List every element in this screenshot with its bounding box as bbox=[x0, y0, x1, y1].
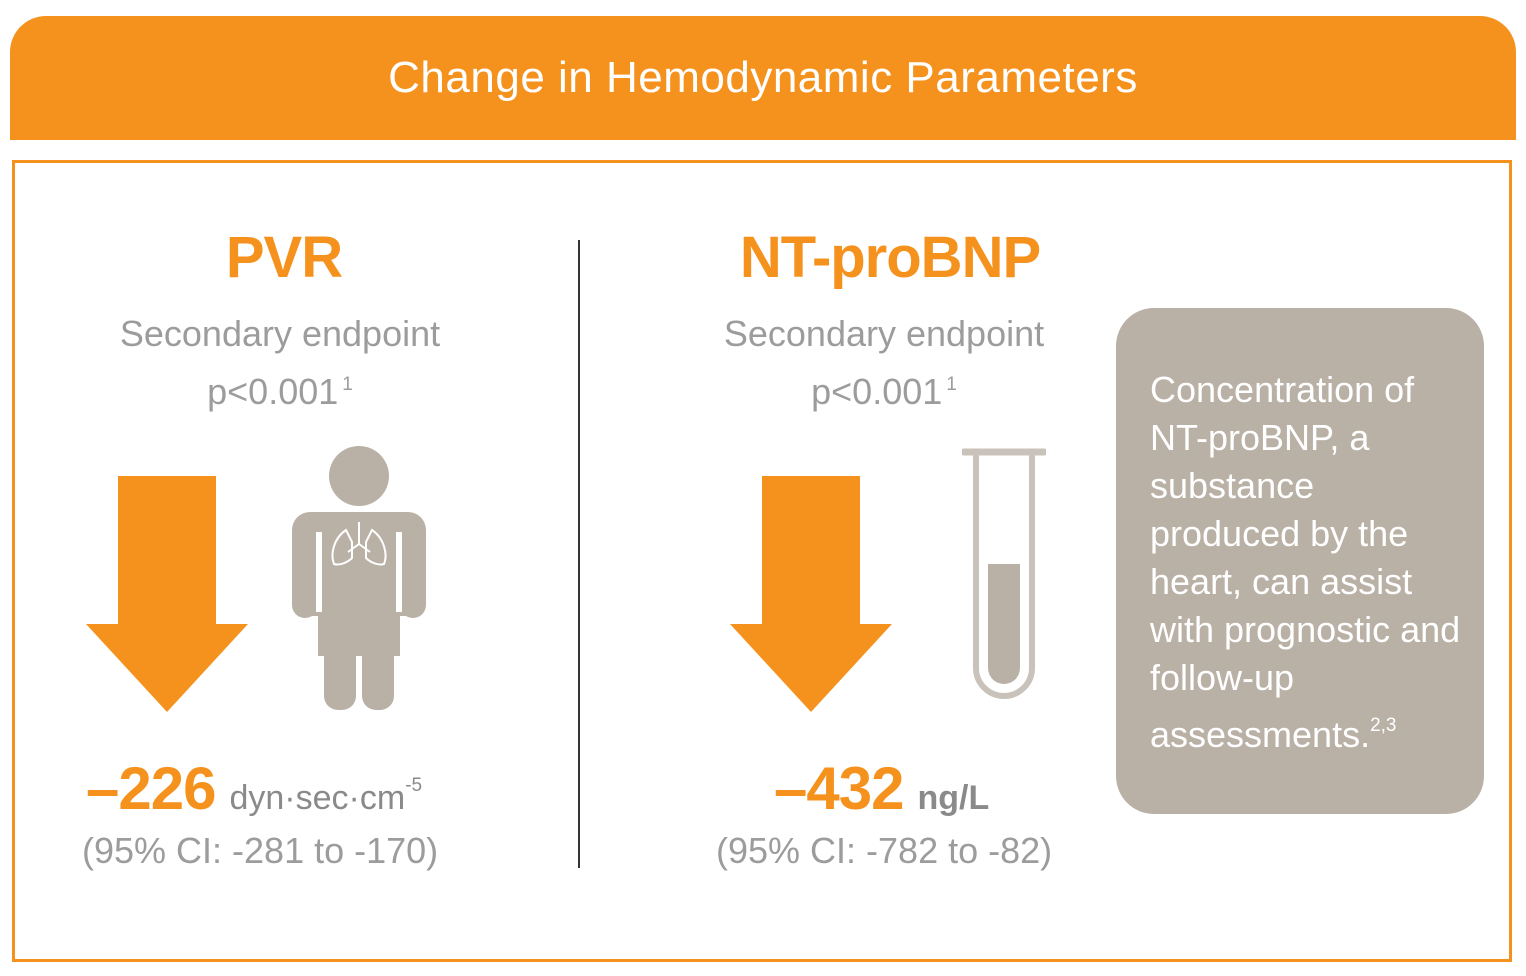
pvr-title: PVR bbox=[225, 225, 343, 290]
header-banner: Change in Hemodynamic Parameters bbox=[10, 16, 1516, 140]
test-tube-icon bbox=[962, 448, 1046, 699]
pvr-unit-exponent: -5 bbox=[405, 775, 423, 796]
pvr-ci: (95% CI: -281 to -170) bbox=[82, 830, 439, 871]
ntprobnp-unit: ng/L bbox=[917, 779, 990, 817]
ntprobnp-down-arrow-icon bbox=[730, 476, 892, 712]
pvr-unit: dyn·sec·cm-5 bbox=[229, 775, 422, 818]
ntprobnp-change-value: –432 bbox=[774, 755, 904, 822]
ntprobnp-pvalue-text: p<0.001 bbox=[811, 371, 943, 412]
pvr-pvalue-ref: 1 bbox=[342, 374, 353, 395]
pvr-change: –226 dyn·sec·cm-5 bbox=[86, 754, 422, 823]
ntprobnp-ci: (95% CI: -782 to -82) bbox=[716, 830, 1053, 871]
pvr-pvalue-text: p<0.001 bbox=[207, 371, 339, 412]
pvr-unit-text: dyn·sec·cm bbox=[229, 779, 406, 817]
ntprobnp-title: NT-proBNP bbox=[739, 225, 1041, 290]
pvr-endpoint: Secondary endpoint bbox=[119, 313, 441, 354]
page-title: Change in Hemodynamic Parameters bbox=[388, 53, 1138, 102]
ntprobnp-pvalue: p<0.001 1 bbox=[664, 361, 1104, 416]
pvr-pvalue: p<0.001 1 bbox=[60, 361, 500, 416]
ntprobnp-pvalue-ref: 1 bbox=[946, 374, 957, 395]
info-body: Concentration of NT-proBNP, a substance … bbox=[1150, 369, 1461, 755]
pvr-change-value: –226 bbox=[86, 755, 216, 822]
content-frame bbox=[12, 160, 1512, 962]
ntprobnp-change: –432 ng/L bbox=[774, 754, 989, 823]
panel-divider bbox=[578, 240, 580, 868]
ntprobnp-endpoint: Secondary endpoint bbox=[723, 313, 1045, 354]
info-box: Concentration of NT-proBNP, a substance … bbox=[1116, 308, 1484, 814]
person-lungs-icon bbox=[292, 446, 426, 710]
pvr-down-arrow-icon bbox=[86, 476, 248, 712]
info-text: Concentration of NT-proBNP, a substance … bbox=[1150, 366, 1464, 759]
info-refs: 2,3 bbox=[1370, 715, 1397, 736]
